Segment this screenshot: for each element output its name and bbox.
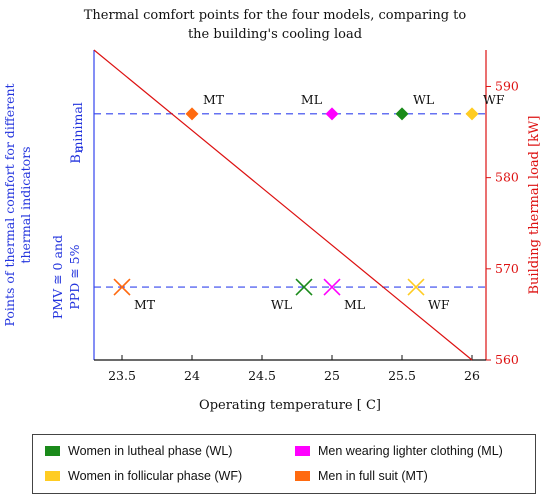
cross-label-wf: WF	[428, 297, 450, 312]
y-left-axis-label-line-2: thermal indicators	[18, 146, 33, 263]
legend-label-mt: Men in full suit (MT)	[318, 469, 428, 483]
legend-item-wf: Women in follicular phase (WF)	[45, 469, 242, 483]
thermal-load-line	[93, 49, 473, 361]
level-label-bd: B	[69, 154, 84, 164]
x-tick-label-2: 24.5	[248, 368, 276, 383]
y-left-axis-label-line-1: Points of thermal comfort for different	[2, 83, 17, 326]
cross-marker-ml-b	[323, 278, 341, 296]
cross-label-mt: MT	[134, 297, 156, 312]
x-tick-label-5: 26	[464, 368, 480, 383]
y-right-tick-label-2: 580	[495, 170, 519, 185]
level-label-pmv: PMV ≅ 0 and	[50, 235, 65, 319]
x-tick-label-3: 25	[324, 368, 340, 383]
chart-title-line-2: the building's cooling load	[187, 27, 363, 42]
cross-label-wl: WL	[271, 297, 292, 312]
diamond-label-mt: MT	[203, 92, 225, 107]
cross-label-ml: ML	[344, 297, 365, 312]
cross-marker-mt-b	[113, 278, 131, 296]
diamond-label-ml: ML	[301, 92, 322, 107]
level-label-minimal: minimal	[70, 102, 85, 153]
legend: Women in lutheal phase (WL) Men wearing …	[32, 434, 536, 494]
diamond-marker-wf	[465, 107, 479, 121]
y-right-tick-label-3: 590	[495, 78, 519, 93]
chart-title-line-1: Thermal comfort points for the four mode…	[83, 8, 467, 23]
x-tick-label-0: 23.5	[108, 368, 136, 383]
legend-swatch-wf	[45, 471, 60, 481]
legend-label-wl: Women in lutheal phase (WL)	[68, 444, 233, 458]
legend-item-ml: Men wearing lighter clothing (ML)	[295, 444, 503, 458]
cross-marker-wl-b	[295, 278, 313, 296]
legend-swatch-mt	[295, 471, 310, 481]
cross-marker-wf-b	[407, 278, 425, 296]
level-label-bd-sub: d	[76, 146, 86, 152]
y-right-axis-label: Building thermal load [kW]	[527, 116, 542, 295]
level-label-ppd: PPD ≅ 5%	[67, 244, 82, 309]
chart-title: Thermal comfort points for the four mode…	[0, 6, 550, 44]
y-right-tick-label-0: 560	[495, 352, 519, 367]
x-tick-label-1: 24	[184, 368, 200, 383]
legend-label-ml: Men wearing lighter clothing (ML)	[318, 444, 503, 458]
diamond-marker-wl	[395, 107, 409, 121]
diamond-marker-ml	[325, 107, 339, 121]
legend-item-wl: Women in lutheal phase (WL)	[45, 444, 232, 458]
diamond-marker-mt	[185, 107, 199, 121]
x-tick-label-4: 25.5	[388, 368, 416, 383]
diamond-label-wl: WL	[413, 92, 434, 107]
diamond-label-wf: WF	[483, 92, 505, 107]
legend-swatch-ml	[295, 446, 310, 456]
legend-label-wf: Women in follicular phase (WF)	[68, 469, 243, 483]
y-right-tick-label-1: 570	[495, 261, 519, 276]
legend-swatch-wl	[45, 446, 60, 456]
legend-item-mt: Men in full suit (MT)	[295, 469, 428, 483]
chart-svg: 23.5 24 24.5 25 25.5 26 Operating temperature …	[2, 49, 542, 413]
x-axis-label: Operating temperature [ C]	[199, 398, 381, 413]
